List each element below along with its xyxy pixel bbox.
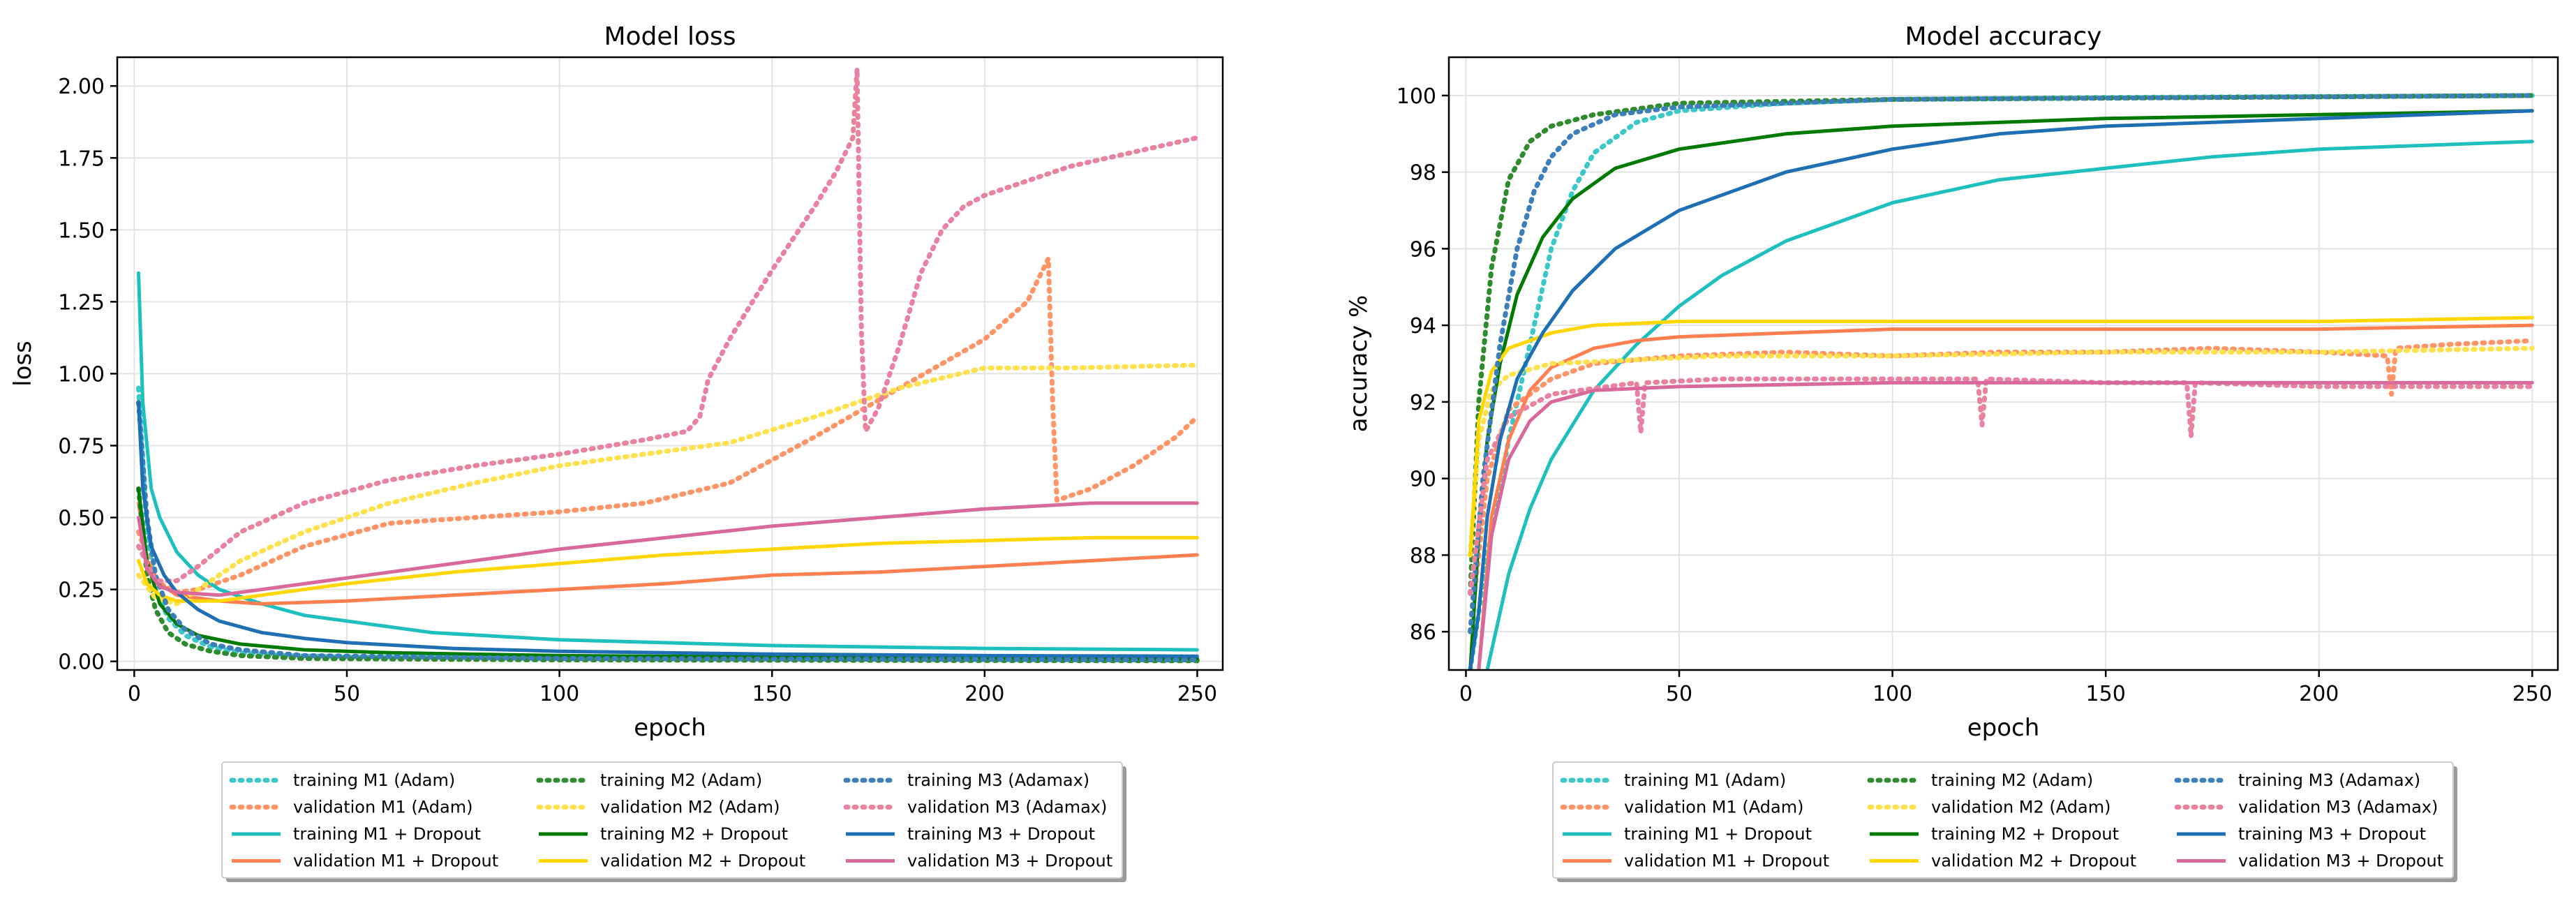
legend-box — [221, 761, 1123, 879]
chart-title: Model accuracy — [1905, 22, 2102, 51]
series-line-2 — [137, 271, 1199, 652]
y-tick-label: 0.00 — [58, 650, 105, 675]
x-tick-label: 50 — [334, 682, 360, 706]
x-tick-label: 250 — [1177, 682, 1217, 706]
legend-label: validation M3 (Adamax) — [907, 798, 1107, 817]
y-tick-label: 1.00 — [58, 362, 105, 387]
x-tick-label: 50 — [1666, 682, 1692, 706]
x-tick-label: 200 — [2299, 682, 2339, 706]
series-line-5 — [1468, 345, 2535, 558]
y-tick-label: 2.00 — [58, 75, 105, 99]
series-line-4 — [136, 486, 1200, 664]
legend-label: validation M1 (Adam) — [1624, 798, 1803, 817]
y-tick-label: 0.50 — [58, 507, 105, 531]
y-tick-label: 92 — [1410, 391, 1436, 415]
series-group — [136, 66, 1200, 664]
legend-label: validation M3 + Dropout — [2238, 851, 2443, 871]
legend-label: training M3 (Adamax) — [2238, 770, 2420, 790]
y-tick-label: 1.25 — [58, 290, 105, 315]
legend-box — [1552, 761, 2454, 879]
chart-panel-loss: 0 50 100 150 200 250 0.00 0.25 0.50 0.75 1.00 1.25 1… — [9, 22, 1224, 882]
series-line-7 — [1468, 315, 2534, 557]
series-line-4 — [1468, 93, 2535, 596]
legend-label: validation M2 (Adam) — [1931, 798, 2110, 817]
y-tick-label: 0.75 — [58, 434, 105, 459]
y-tick-label: 98 — [1410, 161, 1436, 186]
legend-label: training M1 + Dropout — [1624, 824, 1812, 844]
x-tick-label: 200 — [965, 682, 1004, 706]
series-line-9 — [136, 66, 1200, 583]
legend-label: training M2 + Dropout — [1931, 824, 2119, 844]
legend-label: validation M3 (Adamax) — [2238, 798, 2438, 817]
y-tick-label: 94 — [1410, 314, 1436, 338]
series-line-8 — [136, 400, 1200, 663]
legend-label: training M1 (Adam) — [293, 770, 455, 790]
y-tick-label: 90 — [1410, 468, 1436, 492]
y-tick-label: 100 — [1397, 84, 1436, 109]
legend-label: validation M1 (Adam) — [293, 798, 472, 817]
legend: training M1 (Adam) validation M1 (Adam) tr… — [221, 761, 1126, 882]
legend: training M1 (Adam) validation M1 (Adam) tr… — [1552, 761, 2457, 882]
series-line-1 — [136, 256, 1200, 595]
series-line-6 — [137, 486, 1199, 660]
x-axis-label: epoch — [634, 714, 706, 742]
legend-label: training M2 (Adam) — [600, 770, 762, 790]
x-tick-label: 150 — [752, 682, 792, 706]
legend-label: validation M1 + Dropout — [1624, 851, 1829, 871]
y-tick-label: 88 — [1410, 544, 1436, 568]
series-group — [1468, 93, 2535, 670]
series-line-10 — [137, 401, 1199, 658]
legend-label: validation M2 (Adam) — [600, 798, 780, 817]
x-tick-label: 100 — [539, 682, 579, 706]
legend-label: validation M1 + Dropout — [293, 851, 498, 871]
x-axis-label: epoch — [1967, 714, 2040, 742]
legend-label: training M3 + Dropout — [2238, 824, 2426, 844]
legend-label: validation M2 + Dropout — [1931, 851, 2136, 871]
y-tick-label: 86 — [1410, 620, 1436, 645]
y-axis-label: loss — [9, 341, 37, 387]
y-tick-label: 1.50 — [58, 218, 105, 243]
axes-frame — [116, 56, 1224, 671]
series-line-11 — [137, 501, 1199, 597]
series-line-7 — [137, 535, 1199, 603]
y-axis-label: accuracy % — [1345, 295, 1373, 433]
series-line-8 — [1468, 93, 2535, 634]
chart-title: Model loss — [604, 22, 736, 51]
series-line-11 — [1477, 380, 2534, 670]
chart-panel-accuracy: 0 50 100 150 200 250 86 88 90 92 94 96 98 100 Model ac… — [1345, 22, 2559, 882]
legend-label: training M2 + Dropout — [600, 824, 788, 844]
series-line-2 — [1485, 140, 2534, 670]
x-tick-label: 0 — [128, 682, 141, 706]
y-tick-label: 1.75 — [58, 147, 105, 171]
legend-label: training M2 (Adam) — [1931, 770, 2093, 790]
series-line-9 — [1468, 376, 2535, 596]
legend-label: training M1 (Adam) — [1624, 770, 1786, 790]
x-tick-label: 100 — [1873, 682, 1912, 706]
legend-label: training M3 + Dropout — [907, 824, 1095, 844]
series-line-5 — [136, 362, 1200, 606]
legend-label: validation M2 + Dropout — [600, 851, 805, 871]
legend-label: training M1 + Dropout — [293, 824, 481, 844]
y-tick-label: 96 — [1410, 237, 1436, 262]
series-line-0 — [136, 385, 1200, 663]
axes-frame — [1447, 56, 2559, 671]
series-line-3 — [1477, 323, 2534, 670]
legend-label: training M3 (Adamax) — [907, 770, 1089, 790]
y-tick-label: 0.25 — [58, 579, 105, 603]
x-tick-label: 150 — [2086, 682, 2126, 706]
x-tick-label: 0 — [1459, 682, 1473, 706]
series-line-10 — [1468, 109, 2534, 670]
x-tick-label: 250 — [2512, 682, 2552, 706]
legend-label: validation M3 + Dropout — [907, 851, 1112, 871]
